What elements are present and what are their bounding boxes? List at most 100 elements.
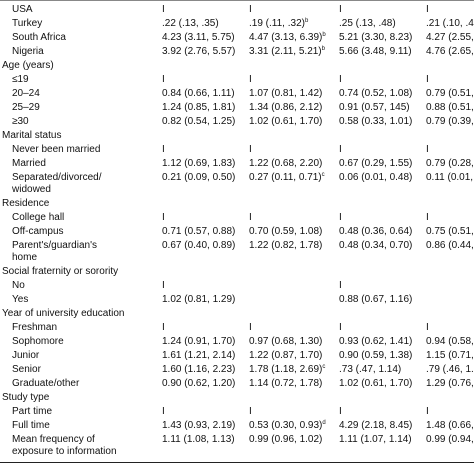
top-rule: [0, 0, 474, 1]
data-row: USA I I I I: [0, 3, 474, 17]
row-label: Senior: [12, 364, 41, 375]
row-label: Turkey: [12, 18, 43, 29]
table-cell: 0.94 (0.58, 1.52): [426, 336, 474, 347]
table-cell: 0.11 (0.01, 0.92)d: [426, 172, 474, 184]
cell-value: 4.27 (2.55, 7.14): [426, 32, 474, 43]
table-cell: 1.24 (0.85, 1.81): [162, 102, 236, 113]
table-cell: 0.93 (0.62, 1.41): [339, 336, 413, 347]
data-row: Nigeria 3.92 (2.76, 5.57) 3.31 (2.11, 5.21…: [0, 45, 474, 59]
section-heading: Year of university education: [2, 308, 125, 319]
cell-value: 0.11 (0.01, 0.92): [426, 172, 474, 183]
row-label: South Africa: [12, 32, 66, 43]
table-cell: I: [249, 74, 252, 85]
table-cell: 0.58 (0.33, 1.01): [339, 116, 413, 127]
cell-value: 1.78 (1.18, 2.69): [249, 364, 323, 375]
table-cell: I: [339, 322, 342, 333]
table-cell: 1.22 (0.82, 1.78): [249, 240, 323, 251]
table-cell: 0.21 (0.09, 0.50): [162, 172, 236, 183]
footnote-mark: c: [322, 364, 326, 370]
table-cell: I: [339, 4, 342, 15]
table-cell: 1.02 (0.81, 1.29): [162, 294, 236, 305]
row-label: USA: [12, 4, 33, 15]
data-row: No I I: [0, 279, 474, 293]
table-cell: 1.14 (0.72, 1.78): [249, 378, 323, 389]
data-row: Junior 1.61 (1.21, 2.14) 1.22 (0.87, 1.70)…: [0, 349, 474, 363]
row-label: 25–29: [12, 102, 40, 113]
table-cell: 1.11 (1.08, 1.13): [162, 434, 235, 445]
table-cell: 1.61 (1.21, 2.14): [162, 350, 236, 361]
section-heading: Residence: [2, 198, 50, 209]
table-cell: 0.97 (0.68, 1.30): [249, 336, 323, 347]
table-cell: 3.92 (2.76, 5.57): [162, 46, 236, 57]
row-label: Mean frequency of exposure to informatio…: [12, 434, 117, 457]
table-cell: 1.78 (1.18, 2.69)c: [249, 364, 325, 376]
row-label: ≥30: [12, 116, 29, 127]
table-cell: 0.74 (0.52, 1.08): [339, 88, 413, 99]
data-row: Senior 1.60 (1.16, 2.23) 1.78 (1.18, 2.69)…: [0, 363, 474, 377]
table-cell: 4.23 (3.11, 5.75): [162, 32, 235, 43]
footnote-mark: b: [321, 46, 325, 52]
table-cell: 4.47 (3.13, 6.39)b: [249, 32, 326, 44]
table-cell: 0.82 (0.54, 1.25): [162, 116, 236, 127]
table-cell: 1.02 (0.61, 1.70): [249, 116, 323, 127]
table-cell: 0.86 (0.44, 1.67): [426, 240, 474, 251]
row-label: Yes: [12, 294, 29, 305]
table-cell: 1.07 (0.81, 1.42): [249, 88, 323, 99]
table-cell: 1.15 (0.71, 1.87): [426, 350, 474, 361]
table-cell: I: [249, 144, 252, 155]
data-row: 20–24 0.84 (0.66, 1.11) 1.07 (0.81, 1.42) 0…: [0, 87, 474, 101]
table-cell: 1.48 (0.66, 3.34): [426, 420, 474, 431]
data-row: Freshman I I I I: [0, 321, 474, 335]
section-heading: Study type: [2, 392, 50, 403]
footnote-mark: d: [322, 420, 326, 426]
cell-value: 0.27 (0.11, 0.71): [249, 172, 322, 183]
row-label: Graduate/other: [12, 378, 80, 389]
data-row: Sophomore 1.24 (0.91, 1.70) 0.97 (0.68, 1.…: [0, 335, 474, 349]
cell-value: 4.76 (2.65, 8.54): [426, 46, 474, 57]
table-cell: 0.79 (0.51, 1.22): [426, 88, 474, 99]
section-heading: Age (years): [2, 60, 54, 71]
table-cell: I: [426, 74, 429, 85]
data-row: Graduate/other 0.90 (0.62, 1.20) 1.14 (0.7…: [0, 377, 474, 391]
table-cell: 0.79 (0.28, 2.18): [426, 158, 474, 169]
row-label: Nigeria: [12, 46, 44, 57]
cell-value: 0.53 (0.30, 0.93): [249, 420, 323, 431]
table-cell: 4.29 (2.18, 8.45): [339, 420, 413, 431]
footnote-mark: b: [322, 32, 326, 38]
table-cell: 4.76 (2.65, 8.54)b: [426, 46, 474, 58]
table-cell: I: [249, 322, 252, 333]
table-cell: I: [426, 406, 429, 417]
table-cell: 0.99 (0.96, 1.02): [249, 434, 323, 445]
row-label: College hall: [12, 212, 65, 223]
table-cell: 0.27 (0.11, 0.71)c: [249, 172, 325, 184]
table-cell: I: [339, 144, 342, 155]
section-heading: Social fraternity or sorority: [2, 266, 119, 277]
table-cell: I: [162, 322, 165, 333]
section-row: Study type: [0, 391, 474, 405]
table-cell: 5.66 (3.48, 9.11): [339, 46, 412, 57]
table-cell: I: [162, 4, 165, 15]
table-cell: 1.11 (1.07, 1.14): [339, 434, 412, 445]
table-cell: I: [339, 280, 342, 291]
data-row: Part time I I I I: [0, 405, 474, 419]
table-cell: I: [426, 212, 429, 223]
table-cell: .19 (.11, .32)b: [249, 18, 308, 30]
table-cell: .22 (.13, .35): [162, 18, 219, 29]
data-row: ≤19 I I I I: [0, 73, 474, 87]
data-row: Full time 1.43 (0.93, 2.19) 0.53 (0.30, 0.…: [0, 419, 474, 433]
data-row: ≥30 0.82 (0.54, 1.25) 1.02 (0.61, 1.70) 0.5…: [0, 115, 474, 129]
table-cell: I: [426, 322, 429, 333]
table-cell: 1.29 (0.76, 2.17): [426, 378, 474, 389]
table-cell: .21 (.10, .45)b: [426, 18, 474, 30]
bottom-rule: [0, 462, 474, 463]
table-cell: 0.88 (0.67, 1.16): [339, 294, 413, 305]
section-row: Age (years): [0, 59, 474, 73]
row-label: 20–24: [12, 88, 40, 99]
table-cell: 1.60 (1.16, 2.23): [162, 364, 236, 375]
row-label: Never been married: [12, 144, 101, 155]
table-cell: 0.06 (0.01, 0.48): [339, 172, 413, 183]
table-cell: 0.99 (0.94, 1.03): [426, 434, 474, 445]
table-cell: 0.70 (0.59, 1.08): [249, 226, 323, 237]
row-label: No: [12, 280, 25, 291]
table-cell: I: [339, 74, 342, 85]
